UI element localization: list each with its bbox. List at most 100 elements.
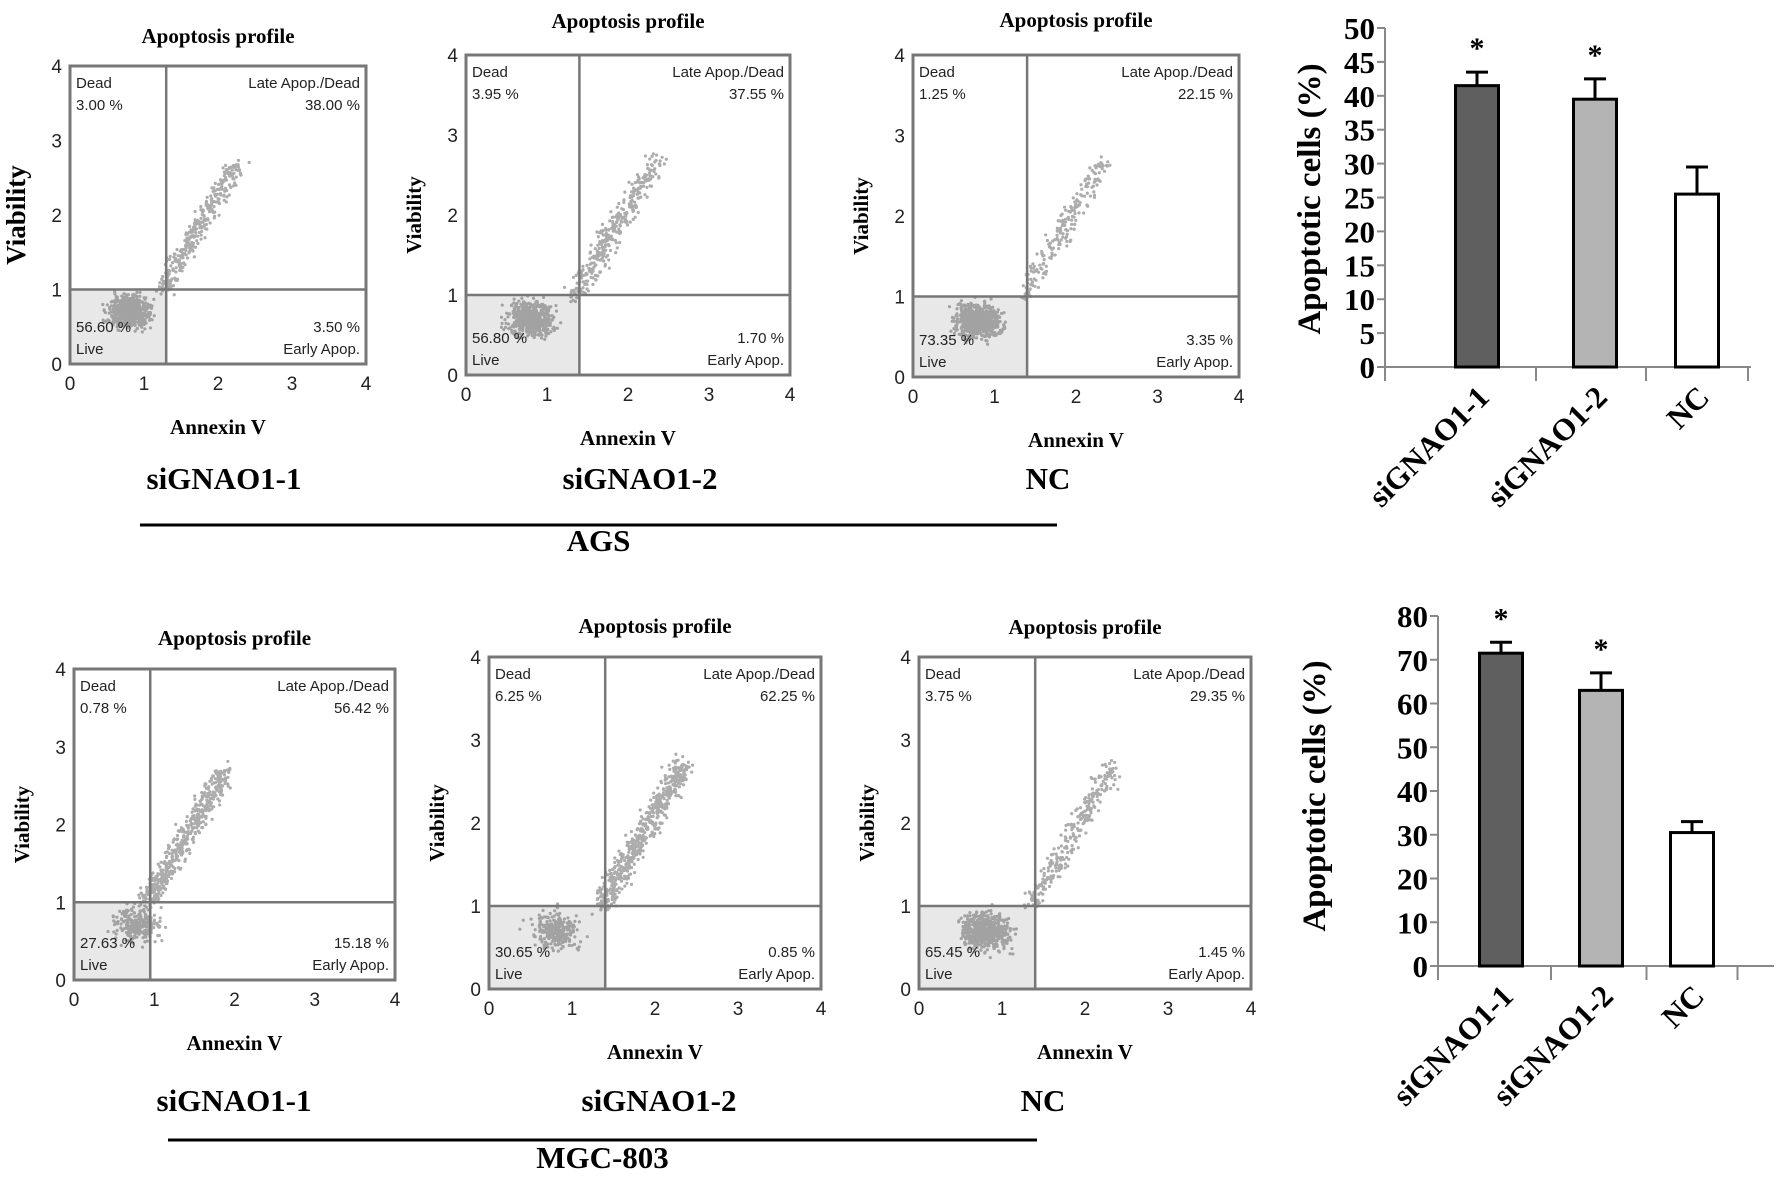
scatter-point [159,860,163,864]
scatter-point [987,335,992,339]
scatter-point [686,760,690,764]
scatter-point [514,330,518,335]
scatter-point [156,880,160,884]
scatter-point [631,217,635,221]
scatter-point [192,221,197,225]
scatter-point [160,277,164,281]
scatter-point [178,843,182,847]
scatter-point [1093,177,1097,181]
quadrant-late-label: Late Apop./Dead [277,678,389,695]
scatter-point [600,253,604,257]
scatter-point [196,241,200,246]
quadrant-live-value: 56.80 % [472,330,527,347]
scatter-point [224,175,228,180]
scatter-point [667,763,671,767]
scatter-point [533,333,537,337]
scatter-point [529,917,533,921]
scatter-point [614,215,618,219]
scatter-point [1029,277,1033,281]
y-tick-label: 2 [51,206,62,227]
scatter-point [217,187,221,192]
scatter-point [138,896,142,900]
scatter-point [962,303,966,307]
scatter-point [160,938,164,943]
scatter-point [571,928,575,932]
scatter-point [592,261,596,265]
scatter-point [641,849,645,853]
scatter-point [513,314,517,319]
scatter-point [664,789,668,793]
scatter-point [622,200,626,204]
scatter-point [119,922,123,926]
scatter-point [629,857,634,862]
y-tick-label: 4 [447,46,458,67]
scatter-point [972,323,976,327]
scatter-point [667,796,671,800]
scatter-point [659,800,663,805]
scatter-point [982,322,986,327]
scatter-point [659,804,663,808]
scatter-point [161,891,165,895]
scatter-point [608,219,612,223]
scatter-point [643,193,647,197]
scatter-point [512,322,516,326]
scatter-point [620,216,624,220]
scatter-point [1113,760,1117,765]
scatter-point [151,883,156,887]
scatter-point [1092,170,1096,174]
scatter-point [622,858,627,863]
scatter-point [144,885,149,889]
scatter-point [226,775,230,780]
scatter-point [111,307,115,312]
x-tick-label: 0 [65,374,76,395]
scatter-point [610,226,614,230]
x-axis-label: Annexin V [607,1040,703,1064]
scatter-point [194,808,198,812]
scatter-point [1069,227,1073,231]
scatter-point [159,292,163,296]
scatter-point [164,876,169,880]
scatter-point [140,330,144,334]
scatter-point [661,793,665,797]
scatter-point [619,219,623,223]
scatter-point [684,777,688,782]
scatter-point [174,270,178,274]
scatter-point [1029,283,1033,287]
scatter-point [126,293,130,297]
scatter-point [961,320,965,324]
scatter-point [506,322,511,326]
scatter-point [1041,276,1045,280]
scatter-point [183,239,187,243]
scatter-point [122,920,126,924]
scatter-point [209,801,213,806]
scatter-point [507,312,511,316]
scatter-point [169,264,173,268]
scatter-point [111,914,115,918]
scatter-point [515,321,519,325]
scatter-point [625,868,629,872]
scatter-point [1086,174,1090,178]
scatter-point [631,207,635,212]
group-label: siGNAO1-1 [147,461,302,496]
scatter-point [974,914,978,918]
scatter-point [992,309,996,313]
scatter-point [982,913,986,917]
scatter-point [547,314,551,318]
scatter-point [681,755,685,759]
scatter-point [587,266,591,270]
scatter-point [995,914,999,918]
scatter-point [1070,844,1074,848]
scatter-point [657,809,661,813]
scatter-point [970,317,975,321]
scatter-point [218,803,222,807]
scatter-point [584,271,588,275]
scatter-point [520,296,524,300]
scatter-point [988,956,992,960]
scatter-point [638,808,642,812]
scatter-point [635,173,640,177]
scatter-point [609,876,613,881]
scatter-point [217,213,221,217]
scatter-points [106,759,232,949]
